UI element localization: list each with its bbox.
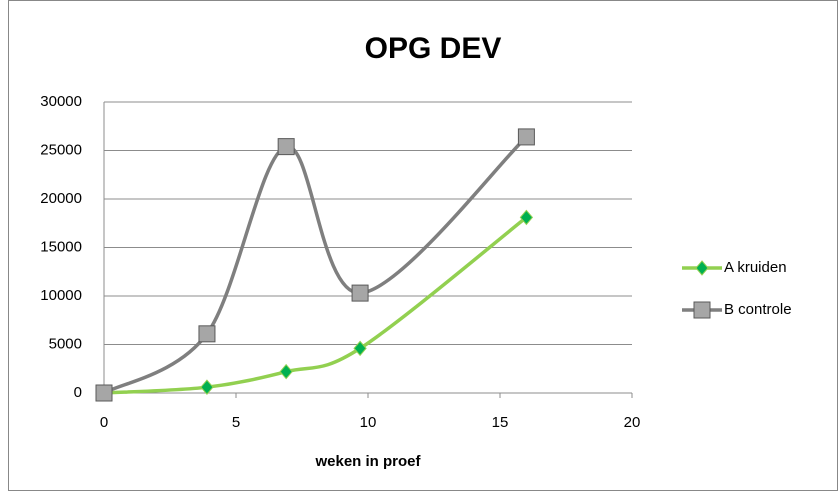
chart-frame	[8, 0, 838, 491]
data-point	[277, 138, 295, 156]
chart-title: OPG DEV	[365, 32, 502, 65]
y-tick-label: 5000	[49, 335, 82, 352]
data-point	[198, 325, 216, 343]
y-tick-label: 0	[74, 384, 82, 401]
y-tick-label: 20000	[40, 190, 82, 207]
legend-marker	[693, 301, 711, 319]
data-point	[517, 128, 535, 146]
legend-label: A kruiden	[724, 259, 787, 276]
x-tick-label: 10	[360, 414, 377, 431]
legend-marker	[695, 260, 709, 276]
y-tick-label: 30000	[40, 93, 82, 110]
data-point	[519, 209, 534, 226]
y-tick-label: 10000	[40, 287, 82, 304]
x-tick-label: 20	[624, 414, 641, 431]
x-tick-label: 15	[492, 414, 509, 431]
data-point	[351, 284, 369, 302]
data-point	[95, 384, 113, 402]
data-point	[353, 340, 367, 357]
data-point	[200, 379, 214, 395]
data-point	[279, 363, 293, 380]
y-tick-label: 15000	[40, 238, 82, 255]
x-tick-label: 5	[232, 414, 240, 431]
y-tick-label: 25000	[40, 141, 82, 158]
x-tick-label: 0	[100, 414, 108, 431]
x-axis-label: weken in proef	[314, 453, 421, 470]
legend-label: B controle	[724, 301, 792, 318]
series-line	[103, 216, 528, 395]
